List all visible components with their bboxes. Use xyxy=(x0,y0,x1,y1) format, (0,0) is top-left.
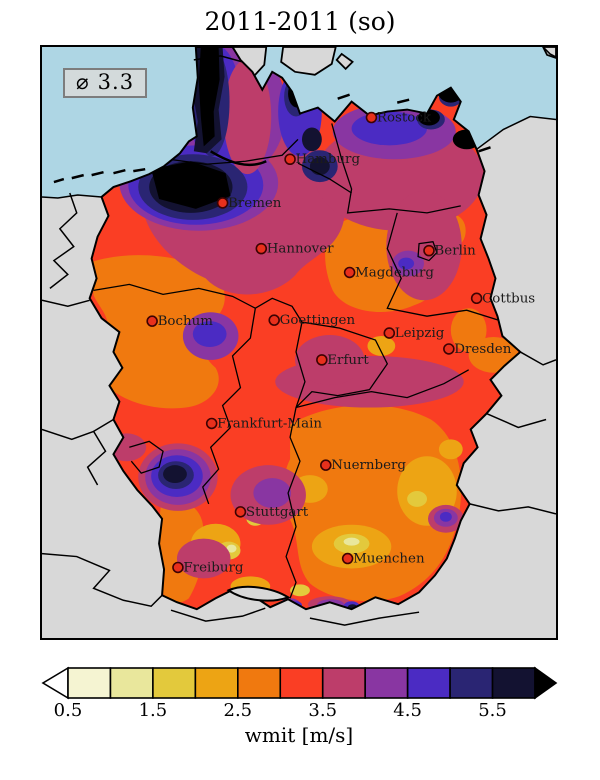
colorbar-segment xyxy=(194,667,239,699)
city-label: Goettingen xyxy=(280,313,356,328)
city-stuttgart: Stuttgart xyxy=(234,505,309,520)
colorbar-segment xyxy=(279,667,324,699)
colorbar-tick: 0.5 xyxy=(53,700,83,721)
colorbar-tick: 4.5 xyxy=(393,700,422,721)
colorbar-segment xyxy=(364,667,409,699)
contour-high-bands xyxy=(89,47,484,610)
colorbar-tick: 2.5 xyxy=(223,700,253,721)
lake-constance xyxy=(226,585,291,602)
city-dot xyxy=(316,354,328,366)
city-dot xyxy=(268,314,280,326)
germany-wind-map: Rostock Hamburg Bremen Hannover BerlinMagdeb… xyxy=(42,47,556,638)
city-label: Berlin xyxy=(434,244,476,259)
city-dot xyxy=(234,506,247,518)
city-label: Dresden xyxy=(454,342,511,357)
city-label: Freiburg xyxy=(183,560,243,575)
city-dot xyxy=(343,266,356,279)
colorbar-segment xyxy=(449,667,494,699)
city-label: Nuernberg xyxy=(331,458,406,473)
city-label: Leipzig xyxy=(395,326,445,341)
city-dot xyxy=(341,552,354,565)
city-cottbus: Cottbus xyxy=(470,291,535,306)
city-muenchen: Muenchen xyxy=(341,552,425,567)
city-dot xyxy=(255,242,268,255)
colorbar-segment xyxy=(321,667,366,699)
city-label: Bochum xyxy=(158,314,214,329)
island-marks xyxy=(53,93,491,184)
city-dot xyxy=(205,417,218,430)
city-markers: Rostock Hamburg Bremen Hannover BerlinMagdeb… xyxy=(146,110,535,575)
city-label: Frankfurt-Main xyxy=(217,416,322,431)
city-leipzig: Leipzig xyxy=(383,326,445,341)
colorbar-label: wmit [m/s] xyxy=(244,723,354,747)
mean-value: 3.3 xyxy=(97,70,135,94)
city-label: Bremen xyxy=(228,196,282,211)
city-freiburg: Freiburg xyxy=(172,560,244,575)
city-dot xyxy=(365,111,378,124)
colorbar-segment xyxy=(152,667,197,699)
colorbar-segments xyxy=(41,666,558,700)
colorbar-tick: 3.5 xyxy=(308,700,338,721)
city-rostock: Rostock xyxy=(365,110,432,125)
state-borders xyxy=(93,123,499,599)
colorbar-ticks: 0.5 1.5 2.5 3.5 4.5 5.5 xyxy=(40,700,558,722)
colorbar xyxy=(40,662,558,704)
mean-value-badge: ⌀ 3.3 xyxy=(63,68,148,98)
colorbar-tick: 1.5 xyxy=(138,700,168,721)
city-erfurt: Erfurt xyxy=(316,353,369,368)
colorbar-segment xyxy=(109,667,154,699)
city-label: Erfurt xyxy=(327,353,369,368)
city-dot xyxy=(443,343,455,355)
colorbar-segment xyxy=(406,667,451,699)
city-hamburg: Hamburg xyxy=(284,152,361,167)
city-dot xyxy=(383,327,396,339)
city-dot xyxy=(423,244,435,257)
city-label: Rostock xyxy=(377,110,432,125)
city-hannover: Hannover xyxy=(255,242,334,257)
map-area: Rostock Hamburg Bremen Hannover Berlin Magdeb… xyxy=(40,45,558,640)
city-dot xyxy=(172,561,184,574)
city-label: Magdeburg xyxy=(355,265,434,280)
colorbar-segment xyxy=(67,667,112,699)
city-label: Cottbus xyxy=(482,291,535,306)
city-dot xyxy=(470,292,483,305)
neighbor-borders xyxy=(42,47,556,626)
city-label: Muenchen xyxy=(353,552,425,567)
city-label: Hamburg xyxy=(296,152,361,167)
colorbar-tick: 5.5 xyxy=(478,700,507,721)
colorbar-over-arrow xyxy=(534,666,558,700)
city-nuernberg: Nuernberg xyxy=(320,458,406,473)
city-dot xyxy=(284,153,296,166)
city-label: Stuttgart xyxy=(246,505,309,520)
colorbar-under-arrow xyxy=(41,666,69,700)
city-goettingen: Goettingen xyxy=(268,313,356,328)
colorbar-segment xyxy=(237,667,282,699)
germany-border xyxy=(88,47,522,611)
city-dot xyxy=(146,315,158,327)
colorbar-segment xyxy=(491,667,536,699)
city-magdeburg: Magdeburg xyxy=(343,265,434,280)
city-label: Hannover xyxy=(267,242,334,257)
city-dot xyxy=(320,459,332,471)
plot-title: 2011-2011 (so) xyxy=(204,7,396,36)
city-berlin: Berlin xyxy=(423,244,476,259)
city-dresden: Dresden xyxy=(443,342,512,357)
city-bochum: Bochum xyxy=(146,314,214,329)
city-frankfurt-main: Frankfurt-Main xyxy=(205,416,322,431)
germany-region xyxy=(89,47,521,610)
city-dot xyxy=(216,197,229,209)
city-bremen: Bremen xyxy=(216,196,282,211)
diameter-symbol: ⌀ xyxy=(76,70,90,94)
colorbar-svg xyxy=(41,666,558,700)
